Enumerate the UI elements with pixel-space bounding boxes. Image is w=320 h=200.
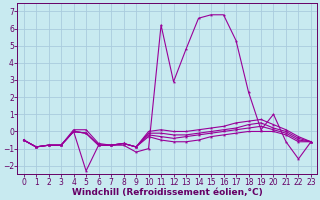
X-axis label: Windchill (Refroidissement éolien,°C): Windchill (Refroidissement éolien,°C) xyxy=(72,188,263,197)
